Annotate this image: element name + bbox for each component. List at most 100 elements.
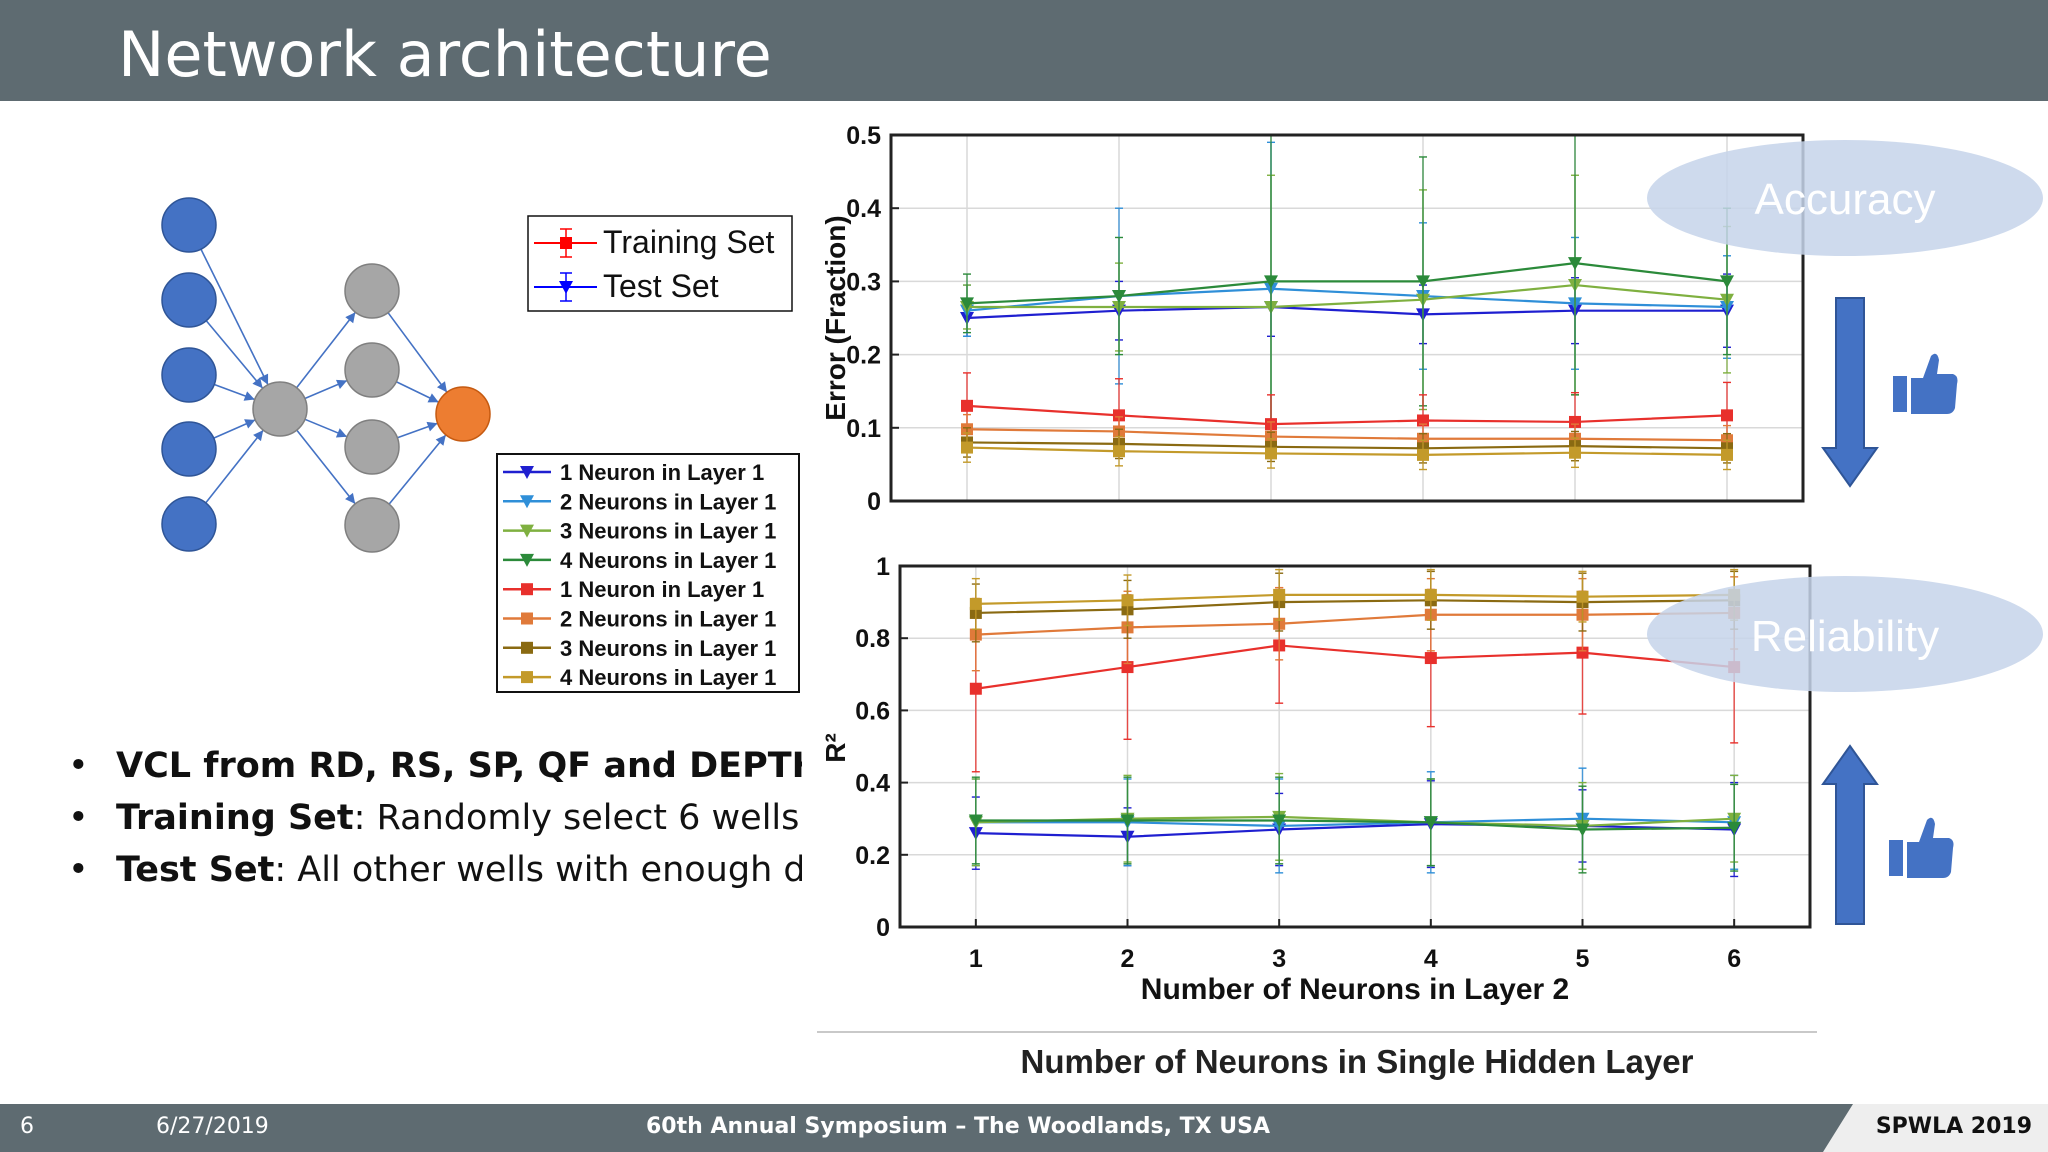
data-point xyxy=(1721,409,1733,422)
series-legend: 1 Neuron in Layer 1 2 Neurons in Layer 1 3… xyxy=(496,453,800,693)
edge-line xyxy=(388,434,447,505)
series-line xyxy=(966,261,1728,305)
legend-marker xyxy=(521,612,533,625)
edge-arrowhead xyxy=(345,312,356,324)
x-axis-label: Number of Neurons in Layer 2 xyxy=(1141,973,1569,1006)
edge-arrowhead xyxy=(259,373,269,385)
edge-arrowhead xyxy=(243,391,255,401)
data-point xyxy=(1721,448,1733,461)
edge-line xyxy=(200,248,269,386)
series-line xyxy=(966,305,1727,320)
plot-frame xyxy=(889,133,1805,503)
edge-line xyxy=(295,311,357,389)
footer-brand: SPWLA 2019 xyxy=(1875,1114,2032,1139)
data-point xyxy=(1121,594,1134,607)
series-4 xyxy=(960,134,1734,444)
accuracy-ellipse xyxy=(1647,140,2043,256)
legend-marker xyxy=(521,583,533,596)
reliability-ellipse xyxy=(1647,576,2043,692)
bullet-text: : Randomly select 6 wells xyxy=(353,798,800,838)
series-line xyxy=(975,819,1735,831)
series-line xyxy=(975,817,1735,828)
legend-marker xyxy=(520,524,534,538)
y-tick-label: 0 xyxy=(867,488,881,516)
error-chart: 0 0.1 0.2 0.3 0.4 0.5 Error (Fraction) xyxy=(820,122,1805,516)
plot-frame xyxy=(898,564,1812,929)
legend-label: 2 Neurons in Layer 1 xyxy=(560,607,776,632)
header-bar: Network architecture xyxy=(0,0,2048,101)
data-point xyxy=(1569,415,1581,428)
bullet-bold: VCL from RD, RS, SP, QF and DEPTH xyxy=(116,746,802,786)
legend-marker xyxy=(521,641,533,654)
footer-conference: 60th Annual Symposium – The Woodlands, T… xyxy=(646,1114,1271,1139)
edge-arrowhead xyxy=(345,492,356,504)
data-point xyxy=(961,441,973,454)
series-line xyxy=(975,599,1735,615)
page-title: Network architecture xyxy=(118,18,772,91)
bullet-item: Training Set: Randomly select 6 wells xyxy=(62,792,802,844)
data-point xyxy=(969,597,982,610)
legend-label: Training Set xyxy=(603,224,774,260)
legend-marker xyxy=(520,553,534,567)
data-point xyxy=(1112,290,1126,304)
thumbs-up-icon xyxy=(1889,817,1954,878)
edge-line xyxy=(205,320,264,389)
hidden-node-layer2 xyxy=(344,497,400,553)
up-arrow-icon xyxy=(1821,744,1879,925)
input-node xyxy=(161,347,217,403)
x-tick-label: 3 xyxy=(1272,945,1286,973)
edge-arrowhead xyxy=(436,381,447,393)
edge-line xyxy=(296,429,356,505)
footer-bar: 6 6/27/2019 60th Annual Symposium – The … xyxy=(0,1104,2048,1152)
data-point xyxy=(1576,646,1589,659)
data-point xyxy=(969,682,982,695)
data-point xyxy=(1576,590,1589,603)
legend-label: 4 Neurons in Layer 1 xyxy=(560,548,776,573)
data-point xyxy=(1273,588,1286,601)
edge-arrowhead xyxy=(427,393,439,403)
data-point xyxy=(960,297,974,311)
network-diagram xyxy=(161,197,491,553)
data-point xyxy=(1417,448,1429,461)
legend-box xyxy=(496,453,800,693)
legend-label: Test Set xyxy=(603,268,719,304)
data-point xyxy=(1720,275,1734,289)
train-test-legend: Training Set Test Set xyxy=(527,215,793,312)
legend-box xyxy=(527,215,793,312)
y-tick-label: 0 xyxy=(876,914,890,942)
legend-label: 3 Neurons in Layer 1 xyxy=(560,636,776,661)
hidden-node-layer2 xyxy=(344,263,400,319)
series-line xyxy=(975,593,1735,606)
y-tick-label: 1 xyxy=(876,553,890,581)
input-node xyxy=(161,421,217,477)
series-line xyxy=(975,611,1735,636)
legend-label: 2 Neurons in Layer 1 xyxy=(560,489,776,514)
data-point xyxy=(1416,275,1430,289)
y-tick-label: 0.2 xyxy=(855,842,890,870)
legend-marker xyxy=(520,466,534,479)
legend-marker xyxy=(560,237,572,249)
bullet-item: Test Set: All other wells with enough da xyxy=(62,844,802,896)
x-tick-label: 4 xyxy=(1424,945,1438,973)
y-axis-label: Error (Fraction) xyxy=(820,215,851,420)
callouts: Accuracy Reliability xyxy=(1647,140,2043,925)
series-line xyxy=(975,823,1735,838)
edge-line xyxy=(205,429,264,504)
series-line xyxy=(975,644,1735,690)
data-point xyxy=(1265,447,1277,460)
series-line xyxy=(967,283,1728,309)
hidden-node-layer2 xyxy=(344,419,400,475)
thumbs-up-icon xyxy=(1893,353,1958,414)
footer-date: 6/27/2019 xyxy=(156,1114,269,1139)
bullet-bold: Training Set xyxy=(116,798,354,838)
bullet-bold: Test Set xyxy=(116,850,275,890)
series-line xyxy=(966,428,1728,442)
y-tick-label: 0.4 xyxy=(855,770,890,798)
divider-line xyxy=(817,1031,1817,1033)
series-line xyxy=(966,287,1728,312)
data-point xyxy=(1424,588,1437,601)
edge-arrowhead xyxy=(252,377,263,389)
data-point xyxy=(1120,814,1135,828)
legend-label: 1 Neuron in Layer 1 xyxy=(560,460,764,485)
